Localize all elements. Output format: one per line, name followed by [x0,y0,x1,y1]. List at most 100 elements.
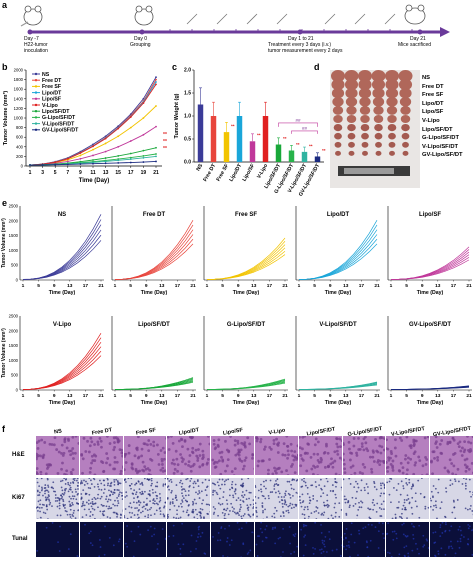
cell-dot [269,491,272,494]
x-tick-label: 9 [79,170,82,176]
x-tick-label: 21 [98,393,104,399]
cell-dot [39,516,42,519]
cell-dot [347,500,349,503]
cell-dot [124,542,127,545]
cell-dot [439,507,442,510]
cell-dot [282,551,284,553]
cell-dot [327,517,330,519]
cell-dot [201,490,204,493]
cell-dot [318,548,321,551]
cell-dot [36,481,39,484]
cell-dot [352,444,355,448]
cell-dot [234,467,237,471]
cell-dot [275,479,277,482]
cell-dot [137,516,140,519]
cell-dot [87,508,90,511]
x-tick-label: 13 [67,283,73,289]
cell-dot [342,467,346,471]
cell-dot [153,527,156,530]
cell-dot [280,499,283,501]
cell-dot [358,447,362,451]
hash-mark: ## [302,126,308,131]
tumor-sample [398,70,413,82]
cell-dot [44,490,46,493]
cell-dot [46,489,49,492]
cell-dot [273,483,276,486]
cell-dot [401,523,404,526]
cell-dot [404,555,407,557]
x-axis-label: Time (Day) [141,400,168,406]
cell-dot [216,493,219,496]
cell-dot [84,450,87,453]
cell-dot [403,504,405,507]
x-axis-label: Time (Day) [325,290,352,296]
cell-dot [368,508,370,511]
cell-dot [214,489,217,492]
cell-dot [424,463,428,466]
tile-background [298,522,342,557]
tumor-sample [371,70,386,82]
cell-dot [260,490,263,493]
cell-dot [223,514,226,517]
cell-dot [48,503,51,506]
cell-dot [284,492,287,495]
cell-dot [393,487,396,489]
cell-dot [162,513,164,516]
histology-tile [167,522,211,557]
data-point [104,162,107,165]
legend-label: V-Lipo/SF/DT [42,121,75,127]
cell-dot [38,506,41,509]
cell-dot [264,497,267,500]
timeline-ticks [169,29,413,32]
cell-dot [431,472,435,475]
cell-dot [222,555,225,557]
tumor-photo-label: NS [422,75,431,81]
cell-dot [439,526,442,529]
cell-dot [381,522,384,525]
cell-dot [109,499,112,501]
cell-dot [155,502,158,505]
cell-dot [191,436,195,439]
x-tick-label: 21 [282,393,288,399]
cell-dot [290,449,294,453]
cell-dot [158,507,161,510]
cell-dot [197,493,200,495]
cell-dot [133,507,136,509]
cell-dot [36,506,39,509]
cell-dot [444,516,447,519]
cell-dot [156,503,159,506]
data-point [142,161,145,163]
x-tick-label: 17 [83,393,89,399]
cell-dot [409,501,412,504]
timeline-day-3: Day 1 to 21 [288,36,314,42]
cell-dot [192,508,195,511]
cell-dot [93,473,97,475]
cell-dot [130,512,133,514]
cell-dot [113,491,116,494]
data-point [142,97,145,100]
cell-dot [307,518,310,519]
data-point [104,142,107,145]
subplot-title: V-Lipo [53,322,72,328]
cell-dot [323,504,326,507]
cell-dot [60,443,64,447]
cell-dot [334,478,336,480]
cell-dot [233,474,236,475]
tumor-sample [401,123,410,132]
cell-dot [331,461,334,465]
cell-dot [231,480,234,483]
cell-dot [212,536,215,538]
cell-dot [192,500,195,503]
cell-dot [280,470,284,474]
cell-dot [229,544,231,546]
cell-dot [290,507,293,509]
cell-dot [164,478,166,480]
cell-dot [196,456,200,460]
y-tick-label: 1000 [14,116,24,121]
cell-dot [314,481,317,483]
cell-dot [142,442,145,446]
cell-dot [340,486,342,489]
cell-dot [212,489,215,492]
cell-dot [398,553,401,556]
cell-dot [167,497,169,500]
